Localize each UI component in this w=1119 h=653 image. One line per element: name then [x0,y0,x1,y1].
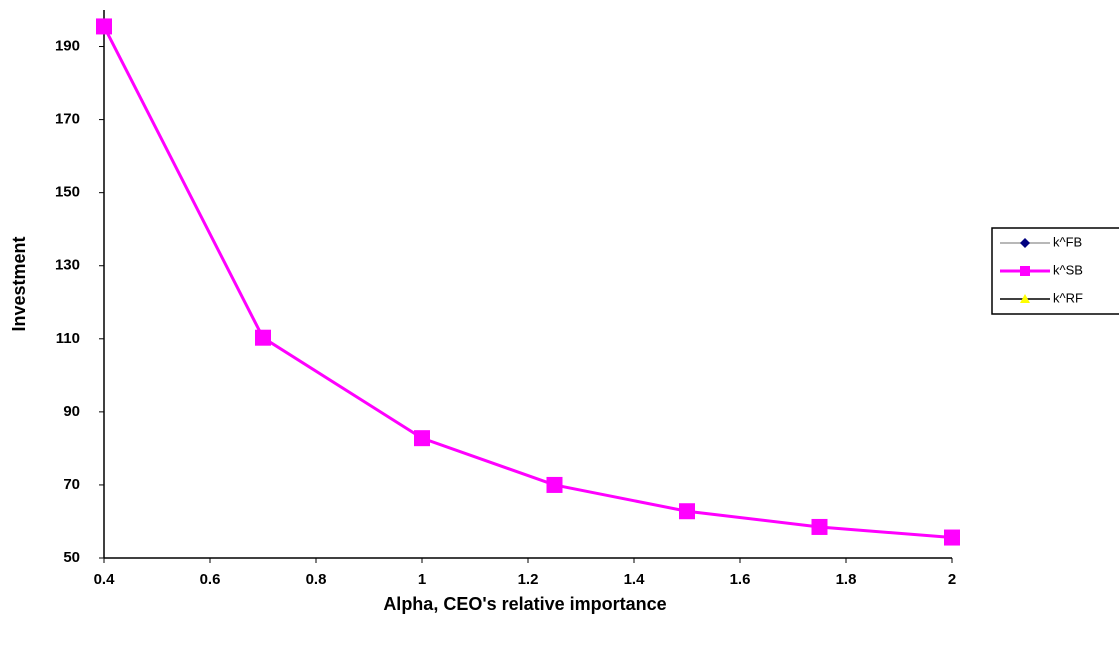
y-tick-label: 90 [63,403,80,420]
y-tick-label: 110 [56,330,80,347]
legend-marker [1020,238,1030,248]
x-tick-label: 1.2 [518,571,539,588]
data-point [944,529,960,546]
legend-label: k^RF [1053,290,1083,305]
x-tick-label: 1.4 [624,571,646,588]
data-point [546,476,563,493]
data-point [811,518,828,535]
legend-marker [1020,294,1030,303]
y-tick-label: 130 [55,257,80,274]
x-tick-label: 0.8 [306,571,327,588]
x-tick-label: 0.4 [94,571,116,588]
legend-marker [1020,266,1030,276]
data-point [96,18,112,35]
x-tick-label: 2 [948,571,956,588]
x-tick-label: 1.8 [836,571,857,588]
x-tick-label: 1.6 [730,571,751,588]
y-tick-label: 170 [55,111,80,128]
data-point [679,503,695,520]
legend-label: k^SB [1053,262,1083,277]
data-point [255,329,271,346]
y-axis-label: Investment [9,236,29,331]
legend-label: k^FB [1053,234,1082,249]
x-tick-label: 0.6 [200,571,221,588]
x-tick-label: 1 [418,571,426,588]
y-tick-label: 150 [55,184,80,201]
x-axis-label: Alpha, CEO's relative importance [383,594,666,614]
y-tick-label: 70 [63,476,80,493]
series-line [102,25,953,540]
y-tick-label: 190 [55,38,80,55]
data-point [414,430,430,447]
y-tick-label: 50 [63,549,80,566]
